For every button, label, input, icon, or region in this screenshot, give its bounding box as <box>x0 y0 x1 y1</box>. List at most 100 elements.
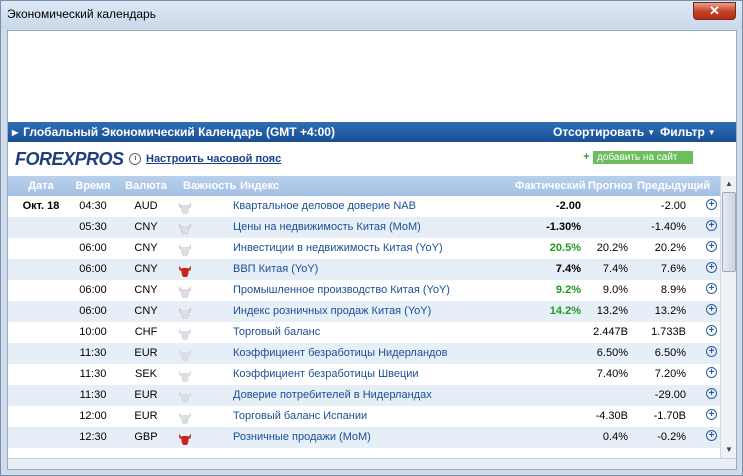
scroll-thumb[interactable] <box>722 192 736 272</box>
event-name-link[interactable]: Коэффициент безработицы Швеции <box>233 368 419 380</box>
bull-icon <box>178 202 192 215</box>
row-forecast: -4.30B <box>595 410 628 422</box>
row-currency: AUD <box>134 200 158 212</box>
row-actual: -2.00 <box>555 200 581 212</box>
close-button[interactable]: ✕ <box>693 2 736 20</box>
event-name-link[interactable]: Торговый баланс <box>233 326 321 338</box>
table-row[interactable]: 10:00 CHF Торговый баланс 2.447B 1.733B + <box>8 322 720 343</box>
event-name-link[interactable]: Доверие потребителей в Нидерландах <box>233 389 432 401</box>
table-row[interactable]: 12:30 GBP Розничные продажи (MoM) 0.4% -0.2%… <box>8 427 720 448</box>
forexpros-logo[interactable]: FOREXPROS <box>15 149 124 169</box>
row-time: 11:30 <box>79 347 107 359</box>
row-actual: 9.2% <box>555 284 581 296</box>
col-importance[interactable]: Важность <box>183 180 237 192</box>
row-currency: GBP <box>134 431 158 443</box>
sort-label: Отсортировать <box>553 125 645 139</box>
row-previous: -1.70B <box>653 410 686 422</box>
expand-icon[interactable]: + <box>706 220 717 231</box>
row-previous: 6.50% <box>654 347 686 359</box>
row-time: 12:30 <box>79 431 107 443</box>
row-currency: CNY <box>134 221 158 233</box>
table-row[interactable]: 06:00 CNY ВВП Китая (YoY) 7.4% 7.4% 7.6% + <box>8 259 720 280</box>
row-forecast: 9.0% <box>602 284 628 296</box>
vertical-scrollbar[interactable]: ▲ ▼ <box>720 176 736 458</box>
plus-icon: + <box>583 151 590 163</box>
table-row[interactable]: 06:00 CNY Индекс розничных продаж Китая (Y… <box>8 301 720 322</box>
event-name-link[interactable]: ВВП Китая (YoY) <box>233 263 319 275</box>
window-title: Экономический календарь <box>7 7 156 21</box>
scroll-up-icon[interactable]: ▲ <box>725 179 733 188</box>
add-to-site-label: добавить на сайт <box>593 151 693 164</box>
event-name-link[interactable]: Розничные продажи (MoM) <box>233 431 371 443</box>
row-currency: EUR <box>134 347 158 359</box>
table-row[interactable]: 06:00 CNY Промышленное производство Китая … <box>8 280 720 301</box>
col-index[interactable]: Индекс <box>240 180 280 192</box>
bull-icon <box>178 370 192 383</box>
row-currency: CNY <box>134 263 158 275</box>
expand-icon[interactable]: + <box>706 199 717 210</box>
expand-icon[interactable]: + <box>706 430 717 441</box>
event-name-link[interactable]: Индекс розничных продаж Китая (YoY) <box>233 305 432 317</box>
event-name-link[interactable]: Промышленное производство Китая (YoY) <box>233 284 450 296</box>
bull-icon <box>178 307 192 320</box>
expand-icon[interactable]: + <box>706 262 717 273</box>
event-name-link[interactable]: Квартальное деловое доверие NAB <box>233 200 416 212</box>
scroll-down-icon[interactable]: ▼ <box>725 445 733 454</box>
event-name-link[interactable]: Коэффициент безработицы Нидерландов <box>233 347 448 359</box>
col-previous[interactable]: Предыдущий <box>637 180 711 192</box>
col-time[interactable]: Время <box>75 180 111 192</box>
bull-icon <box>178 244 192 257</box>
clock-icon <box>129 153 141 165</box>
event-name-link[interactable]: Цены на недвижимость Китая (MoM) <box>233 221 421 233</box>
row-time: 04:30 <box>79 200 107 212</box>
bull-icon <box>178 265 192 278</box>
row-forecast: 7.40% <box>596 368 628 380</box>
filter-dropdown[interactable]: Фильтр ▼ <box>660 125 716 139</box>
calendar-widget: ▶ Глобальный Экономический Календарь (GMT… <box>7 30 737 470</box>
expand-icon[interactable]: + <box>706 388 717 399</box>
row-time: 12:00 <box>79 410 107 422</box>
expand-icon[interactable]: + <box>706 346 717 357</box>
sort-dropdown[interactable]: Отсортировать ▼ <box>553 125 655 139</box>
row-previous: 8.9% <box>660 284 686 296</box>
row-currency: CNY <box>134 284 158 296</box>
expand-icon[interactable]: + <box>706 241 717 252</box>
row-previous: 7.20% <box>654 368 686 380</box>
row-forecast: 2.447B <box>593 326 628 338</box>
table-row[interactable]: 12:00 EUR Торговый баланс Испании -4.30B -1.… <box>8 406 720 427</box>
event-name-link[interactable]: Инвестиции в недвижимость Китая (YoY) <box>233 242 443 254</box>
row-currency: EUR <box>134 410 158 422</box>
table-row[interactable]: 05:30 CNY Цены на недвижимость Китая (MoM)… <box>8 217 720 238</box>
add-to-site-button[interactable]: + добавить на сайт <box>581 151 693 164</box>
row-previous: 1.733B <box>651 326 686 338</box>
row-time: 06:00 <box>79 284 107 296</box>
calendar-title: ▶ Глобальный Экономический Календарь (GMT… <box>12 125 335 139</box>
expand-icon[interactable]: + <box>706 325 717 336</box>
table-row[interactable]: Окт. 18 04:30 AUD Квартальное деловое довер… <box>8 196 720 217</box>
table-row[interactable]: 11:30 SEK Коэффициент безработицы Швеции 7.… <box>8 364 720 385</box>
expand-icon[interactable]: + <box>706 304 717 315</box>
title-bar[interactable]: Экономический календарь ✕ <box>1 1 742 29</box>
row-currency: CNY <box>134 242 158 254</box>
col-forecast[interactable]: Прогноз <box>588 180 633 192</box>
expand-icon[interactable]: + <box>706 367 717 378</box>
expand-icon[interactable]: + <box>706 283 717 294</box>
expand-icon[interactable]: + <box>706 409 717 420</box>
caret-down-icon: ▼ <box>647 128 656 137</box>
table-row[interactable]: 06:00 CNY Инвестиции в недвижимость Китая … <box>8 238 720 259</box>
table-row[interactable]: 11:30 EUR Доверие потребителей в Нидерланд… <box>8 385 720 406</box>
row-time: 05:30 <box>79 221 107 233</box>
row-time: 06:00 <box>79 242 107 254</box>
row-previous: 20.2% <box>654 242 686 254</box>
col-currency[interactable]: Валюта <box>125 180 167 192</box>
row-currency: EUR <box>134 389 158 401</box>
row-forecast: 7.4% <box>602 263 628 275</box>
timezone-link[interactable]: Настроить часовой пояс <box>146 153 282 165</box>
row-previous: 13.2% <box>654 305 686 317</box>
event-name-link[interactable]: Торговый баланс Испании <box>233 410 368 422</box>
table-row[interactable]: 11:30 EUR Коэффициент безработицы Нидерлан… <box>8 343 720 364</box>
row-actual: 20.5% <box>549 242 581 254</box>
col-actual[interactable]: Фактический <box>515 180 586 192</box>
col-date[interactable]: Дата <box>28 180 54 192</box>
table-header: Дата Время Валюта Важность Индекс Фактич… <box>8 176 720 196</box>
